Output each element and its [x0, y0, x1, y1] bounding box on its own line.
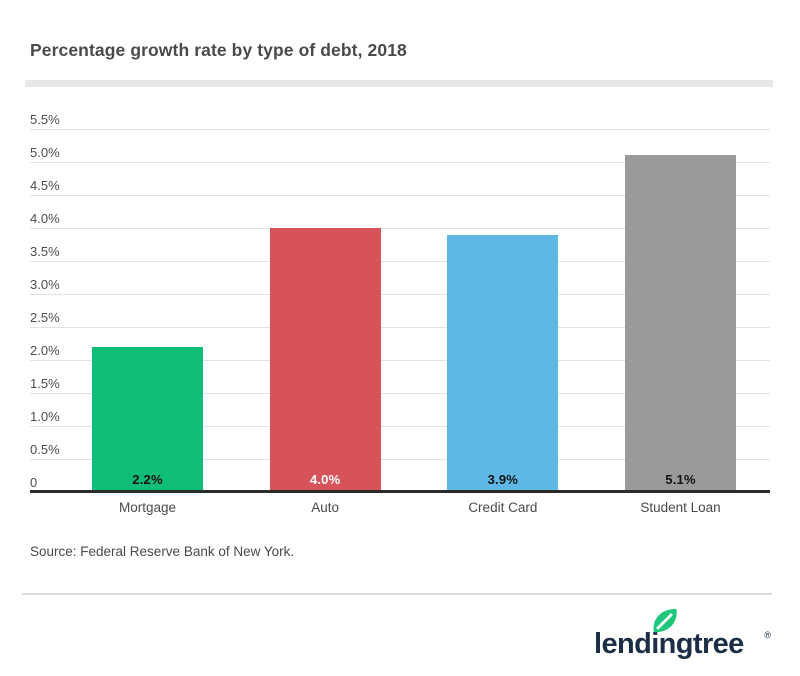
- registered-trademark-symbol: ®: [764, 630, 771, 640]
- y-axis-tick-label: 2.0%: [30, 344, 64, 358]
- x-axis-baseline: [30, 490, 770, 493]
- bar-value-label: 2.2%: [132, 472, 163, 487]
- bar-credit-card: 3.9%: [447, 235, 559, 492]
- gridline: [30, 360, 770, 361]
- y-axis-tick-label: 0.5%: [30, 443, 64, 457]
- source-note: Source: Federal Reserve Bank of New York…: [30, 544, 295, 559]
- y-axis-tick-label: 4.5%: [30, 179, 64, 193]
- y-axis-tick-label: 2.5%: [30, 311, 64, 325]
- logo-wordmark: lendingtree: [594, 628, 744, 660]
- x-axis-category-label: Auto: [311, 500, 340, 515]
- x-axis-category-label: Credit Card: [468, 500, 538, 515]
- bar-auto: 4.0%: [269, 228, 381, 492]
- x-axis-category-label: Mortgage: [118, 500, 177, 515]
- bar-chart-plot-area: 5.5% 5.0% 4.5% 4.0% 3.5% 3.0% 2.5% 2.0% 1.5% 1.0%…: [30, 113, 770, 515]
- gridline: [30, 228, 770, 229]
- gridline: [30, 129, 770, 130]
- gridline: [30, 261, 770, 262]
- gridline: [30, 162, 770, 163]
- gridline: [30, 294, 770, 295]
- gridline: [30, 426, 770, 427]
- chart-title: Percentage growth rate by type of debt, …: [30, 40, 407, 60]
- y-axis-tick-label: 1.0%: [30, 410, 64, 424]
- gridline: [30, 393, 770, 394]
- gridline: [30, 459, 770, 460]
- bar-student-loan: 5.1%: [625, 155, 736, 492]
- bar-value-label: 5.1%: [665, 472, 696, 487]
- footer-divider: [22, 593, 772, 595]
- title-underline-bar: [25, 80, 773, 87]
- bar-value-label: 4.0%: [309, 472, 341, 487]
- bar-mortgage: 2.2%: [92, 347, 203, 492]
- y-axis-tick-label: 4.0%: [30, 212, 64, 226]
- gridline: [30, 327, 770, 328]
- gridline: [30, 195, 770, 196]
- y-axis-tick-label: 3.0%: [30, 278, 64, 292]
- y-axis-tick-label: 5.0%: [30, 146, 64, 160]
- y-axis-tick-label: 3.5%: [30, 245, 64, 259]
- lendingtree-logo: lendingtree ®: [594, 604, 771, 664]
- y-axis-tick-label: 1.5%: [30, 377, 64, 391]
- x-axis-category-label: Student Loan: [640, 500, 721, 515]
- leaf-icon: [651, 606, 679, 635]
- y-axis-tick-label: 5.5%: [30, 113, 64, 127]
- bar-value-label: 3.9%: [487, 472, 519, 487]
- y-axis-tick-label: 0: [30, 476, 42, 490]
